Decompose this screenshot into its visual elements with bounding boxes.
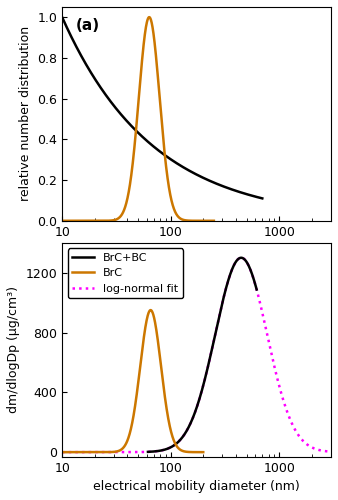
Legend: BrC+BC, BrC, log-normal fit: BrC+BC, BrC, log-normal fit [68, 248, 183, 298]
X-axis label: electrical mobility diameter (nm): electrical mobility diameter (nm) [93, 480, 300, 493]
Text: (a): (a) [76, 18, 100, 32]
Y-axis label: relative number distribution: relative number distribution [19, 26, 32, 202]
Y-axis label: dm/dlogDp (μg/cm³): dm/dlogDp (μg/cm³) [7, 286, 20, 413]
Text: (b): (b) [76, 249, 100, 264]
